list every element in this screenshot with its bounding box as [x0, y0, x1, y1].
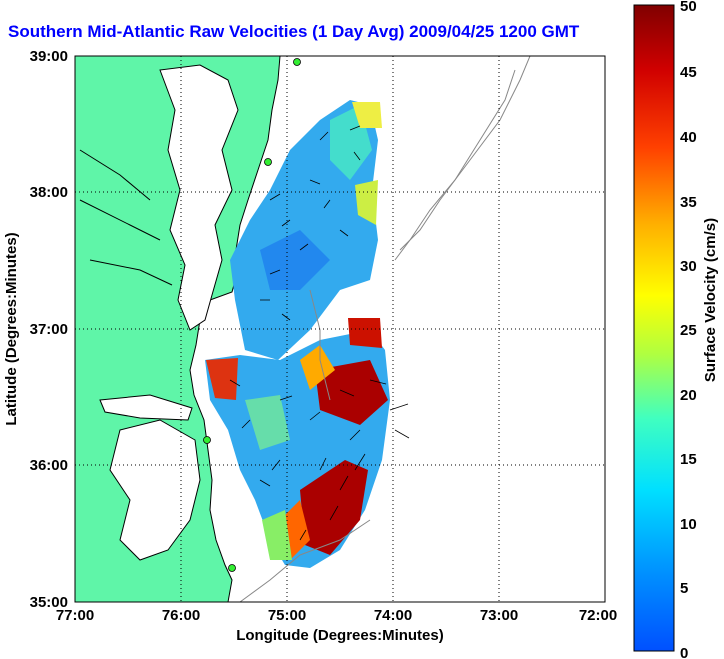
svg-text:20: 20	[680, 387, 697, 404]
svg-text:50: 50	[680, 0, 697, 15]
colorbar-label: Surface Velocity (cm/s)	[702, 218, 719, 382]
x-ticks: 77:00 76:00 75:00 74:00 73:00 72:00	[56, 607, 617, 624]
svg-text:35: 35	[680, 194, 697, 211]
x-tick-label: 72:00	[579, 607, 617, 624]
x-axis-label: Longitude (Degrees:Minutes)	[236, 627, 444, 644]
velocity-vectors	[229, 125, 410, 541]
albemarle-sound	[99, 394, 193, 421]
colorbar	[633, 4, 675, 652]
colorbar-ticks: 50 45 40 35 30 25 20 15 10 5 0	[680, 0, 697, 659]
y-tick-label: 36:00	[30, 457, 68, 474]
svg-text:10: 10	[680, 516, 697, 533]
svg-text:40: 40	[680, 129, 697, 146]
y-axis-label: Latitude (Degrees:Minutes)	[3, 232, 20, 425]
y-tick-label: 39:00	[30, 48, 68, 65]
svg-text:0: 0	[680, 645, 688, 659]
x-tick-label: 75:00	[268, 607, 306, 624]
x-tick-label: 77:00	[56, 607, 94, 624]
y-tick-label: 37:00	[30, 321, 68, 338]
grid	[75, 56, 605, 602]
svg-text:25: 25	[680, 322, 697, 339]
map-title: Southern Mid-Atlantic Raw Velocities (1 …	[8, 22, 580, 41]
radar-stations	[203, 58, 301, 572]
y-tick-label: 38:00	[30, 184, 68, 201]
bathymetry-contour	[399, 56, 531, 251]
pamlico-sound	[109, 419, 201, 561]
y-tick-label: 35:00	[30, 594, 68, 611]
x-tick-label: 74:00	[374, 607, 412, 624]
svg-text:30: 30	[680, 258, 697, 275]
svg-text:45: 45	[680, 64, 697, 81]
chesapeake-bay	[159, 64, 239, 331]
y-ticks: 39:00 38:00 37:00 36:00 35:00	[30, 48, 68, 611]
svg-text:5: 5	[680, 580, 688, 597]
x-tick-label: 73:00	[480, 607, 518, 624]
svg-text:15: 15	[680, 451, 697, 468]
x-tick-label: 76:00	[162, 607, 200, 624]
